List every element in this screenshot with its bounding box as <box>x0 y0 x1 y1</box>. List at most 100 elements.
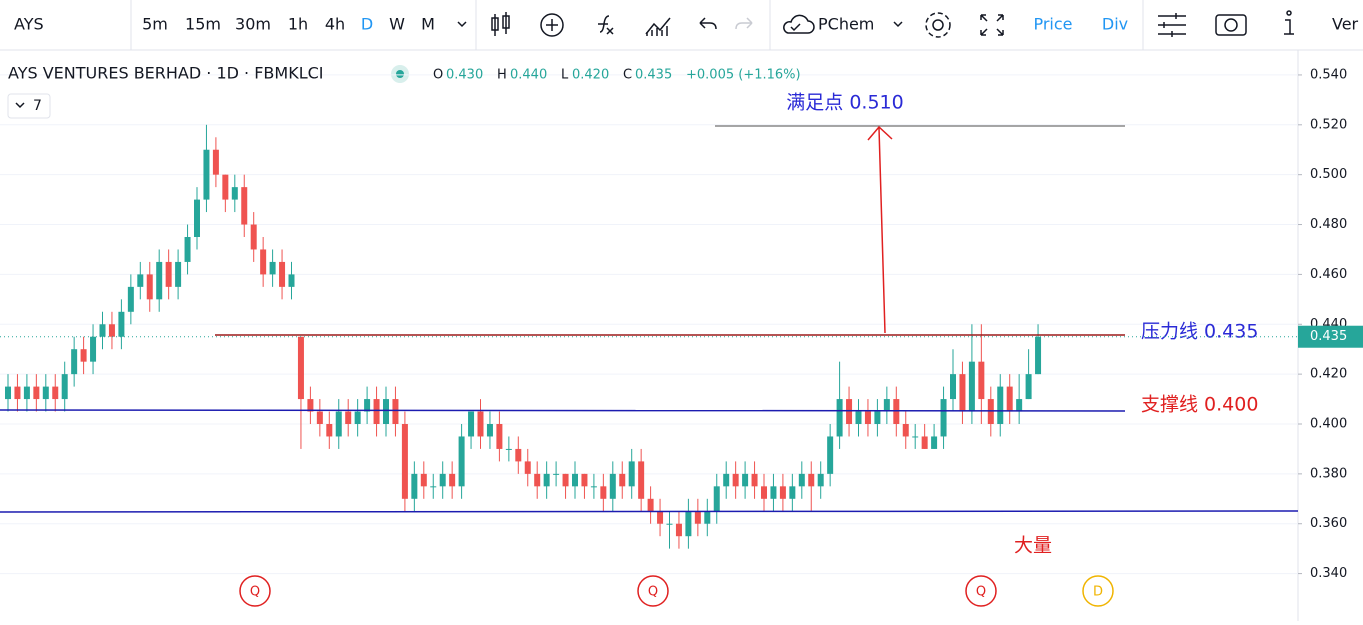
candle-body <box>496 424 503 449</box>
candle-body <box>817 473 824 487</box>
candle-body <box>250 224 257 250</box>
toolbar-icons[interactable] <box>457 10 1294 38</box>
candle-body <box>420 473 427 487</box>
candle-body <box>175 261 182 287</box>
h-label: H <box>497 68 507 83</box>
candle-body <box>742 473 749 487</box>
more-button[interactable]: Ver <box>1332 15 1359 34</box>
candle-body <box>411 473 418 499</box>
candle-body <box>638 461 645 499</box>
interval-button[interactable]: 5m <box>142 15 168 34</box>
candle-body <box>184 237 191 262</box>
candle-body <box>808 473 815 487</box>
marker-label: D <box>1093 585 1103 600</box>
candle-body <box>997 386 1004 424</box>
candle-body <box>345 411 352 424</box>
candle-body <box>99 324 106 337</box>
toolbar-separators <box>130 0 1144 50</box>
candle-body <box>5 386 11 400</box>
y-tick-label: 0.520 <box>1310 117 1347 132</box>
candle-body <box>524 461 531 474</box>
candle-body <box>874 411 881 424</box>
last-price-label: 0.435 <box>1310 329 1347 344</box>
candle-body <box>1006 386 1013 412</box>
y-tick-label: 0.400 <box>1310 417 1347 432</box>
div-button[interactable]: Div <box>1102 15 1128 34</box>
y-tick-label: 0.500 <box>1310 167 1347 182</box>
candle-body <box>383 399 389 424</box>
candle-body <box>883 399 890 412</box>
candle-body <box>335 411 342 437</box>
candle-body <box>562 473 569 487</box>
candle-body <box>723 473 730 487</box>
marker-label: Q <box>250 585 260 600</box>
l-value: 0.420 <box>572 68 609 83</box>
interval-button[interactable]: D <box>361 15 373 34</box>
interval-button[interactable]: 1h <box>288 15 308 34</box>
candle-body <box>42 386 49 400</box>
c-value: 0.435 <box>635 68 672 83</box>
candle-body <box>959 374 966 412</box>
candle-body <box>761 486 767 499</box>
candle-body <box>647 498 654 512</box>
y-tick-label: 0.480 <box>1310 217 1347 232</box>
symbol[interactable]: AYS <box>14 15 44 34</box>
candle-body <box>572 473 578 487</box>
candle-body <box>23 386 30 400</box>
candle-body <box>553 473 560 475</box>
candle-body <box>534 473 541 487</box>
interval-button[interactable]: M <box>421 15 435 34</box>
candle-body <box>779 486 786 499</box>
candle-body <box>968 361 975 412</box>
candle-body <box>590 486 597 488</box>
interval-button[interactable]: 4h <box>325 15 345 34</box>
interval-button[interactable]: 30m <box>235 15 271 34</box>
candle-body <box>90 336 97 362</box>
candle-body <box>430 486 437 488</box>
indicator-toggle[interactable] <box>7 93 51 119</box>
price-button[interactable]: Price <box>1033 15 1072 34</box>
markers <box>239 575 1114 607</box>
candle-body <box>931 436 938 449</box>
status-dot <box>396 70 404 78</box>
candle-body <box>137 274 144 287</box>
ohlc-legend: O 0.430 H 0.440 L 0.420 C 0.435 +0.005 (… <box>433 68 801 83</box>
interval-button[interactable]: 15m <box>185 15 221 34</box>
candle-body <box>581 473 588 487</box>
candle-body <box>543 473 550 487</box>
target-arrow <box>867 125 893 334</box>
last-price-box <box>1298 325 1363 348</box>
candle-body <box>628 461 635 487</box>
candle-body <box>694 511 701 524</box>
candle-body <box>316 411 323 424</box>
candle-body <box>146 274 153 300</box>
candle-body <box>364 399 371 412</box>
candle-body <box>326 424 333 437</box>
y-tick-label: 0.460 <box>1310 267 1347 282</box>
interval-button[interactable]: W <box>389 15 405 34</box>
candle-body <box>713 486 720 512</box>
candle-body <box>269 261 276 275</box>
candle-body <box>260 249 267 275</box>
candle-body <box>619 473 626 487</box>
candle-body <box>52 386 59 400</box>
candle-body <box>477 411 484 437</box>
candle-body <box>732 473 739 487</box>
candle-body <box>71 349 78 375</box>
drawings <box>0 125 1299 513</box>
candle-body <box>458 436 465 487</box>
candle-body <box>486 424 493 437</box>
candle-body <box>950 374 956 400</box>
indicator-count[interactable]: 7 <box>33 98 42 114</box>
candle-body <box>61 374 68 400</box>
candle-body <box>940 399 947 437</box>
layout-name[interactable]: PChem <box>818 15 874 34</box>
candle-body <box>921 436 928 449</box>
candle-body <box>1016 399 1023 412</box>
candle-body <box>902 424 909 437</box>
y-tick-label: 0.380 <box>1310 466 1347 481</box>
candle-body <box>515 448 522 462</box>
y-tick-label: 0.340 <box>1310 566 1347 581</box>
